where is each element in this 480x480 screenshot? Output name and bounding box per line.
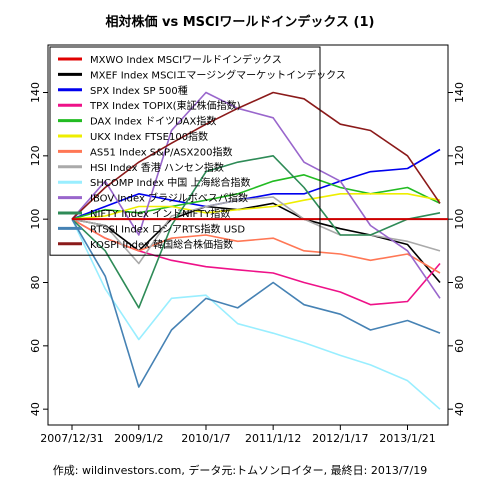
y-tick-label-left-60: 60 — [29, 339, 42, 353]
chart-footer: 作成: wildinvestors.com, データ元:トムソンロイター, 最終… — [53, 463, 427, 477]
y-tick-label-right-120: 120 — [453, 145, 466, 166]
x-tick-label-1: 2009/1/2 — [114, 432, 163, 445]
legend-entry-1: MXEF Index MSCIエマージングマーケットインデックス — [90, 68, 346, 81]
plot-area: 40 40 60 60 80 80 100 100 120 120 140 140 2007/12/31… — [29, 44, 466, 445]
legend-entry-3: TPX Index TOPIX(東証株価指数) — [89, 99, 241, 112]
y-tick-label-left-80: 80 — [29, 276, 42, 290]
legend-entry-4: DAX Index ドイツDAX指数 — [90, 115, 216, 128]
x-tick-label-5: 2013/1/21 — [379, 432, 435, 445]
legend-entry-0: MXWO Index MSCIワールドインデックス — [90, 53, 282, 66]
legend-box — [49, 46, 321, 256]
y-tick-label-left-140: 140 — [29, 82, 42, 103]
legend-entry-2: SPX Index SP 500種 — [90, 84, 188, 97]
series-line-7 — [71, 196, 441, 265]
legend-entry-7: HSI Index 香港 ハンセン指数 — [90, 161, 224, 174]
legend-entry-12: KOSPI Index 韓国総合株価指数 — [90, 238, 233, 251]
series-line-10 — [71, 155, 441, 309]
legend-entry-9: IBOV Index ブラジルボベスパ指数 — [90, 192, 248, 205]
y-tick-label-left-120: 120 — [29, 145, 42, 166]
legend-entry-10: NIFTY Index インドNIFTY指数 — [90, 207, 230, 220]
series-line-4 — [71, 174, 441, 220]
y-tick-label-left-40: 40 — [29, 402, 42, 416]
x-tick-label-3: 2011/1/12 — [245, 432, 301, 445]
y-tick-label-right-60: 60 — [453, 339, 466, 353]
y-tick-label-left-100: 100 — [29, 209, 42, 230]
legend-entry-5: UKX Index FTSE100指数 — [90, 130, 208, 143]
y-tick-label-right-140: 140 — [453, 82, 466, 103]
series-line-2 — [71, 148, 441, 220]
y-tick-label-right-100: 100 — [453, 209, 466, 230]
x-tick-label-4: 2012/1/17 — [312, 432, 368, 445]
series-line-9 — [71, 91, 441, 299]
legend-entry-8: SHCOMP Index 中国 上海総合指数 — [90, 176, 250, 189]
plot-frame — [47, 44, 449, 426]
x-tick-label-2: 2010/1/7 — [181, 432, 230, 445]
x-tick-label-0: 2007/12/31 — [40, 432, 103, 445]
y-tick-label-right-80: 80 — [453, 276, 466, 290]
series-line-5 — [71, 193, 441, 220]
y-tick-label-right-40: 40 — [453, 402, 466, 416]
legend-entry-6: AS51 Index S&P/ASX200指数 — [90, 145, 232, 158]
legend-entry-11: RTSSI Index ロシアRTS指数 USD — [90, 222, 245, 235]
series-line-8 — [71, 218, 441, 410]
series-line-6 — [71, 218, 441, 274]
chart-title: 相対株価 vs MSCIワールドインデックス (1) — [105, 14, 374, 30]
series-line-12 — [71, 91, 441, 220]
series-line-11 — [71, 218, 441, 388]
